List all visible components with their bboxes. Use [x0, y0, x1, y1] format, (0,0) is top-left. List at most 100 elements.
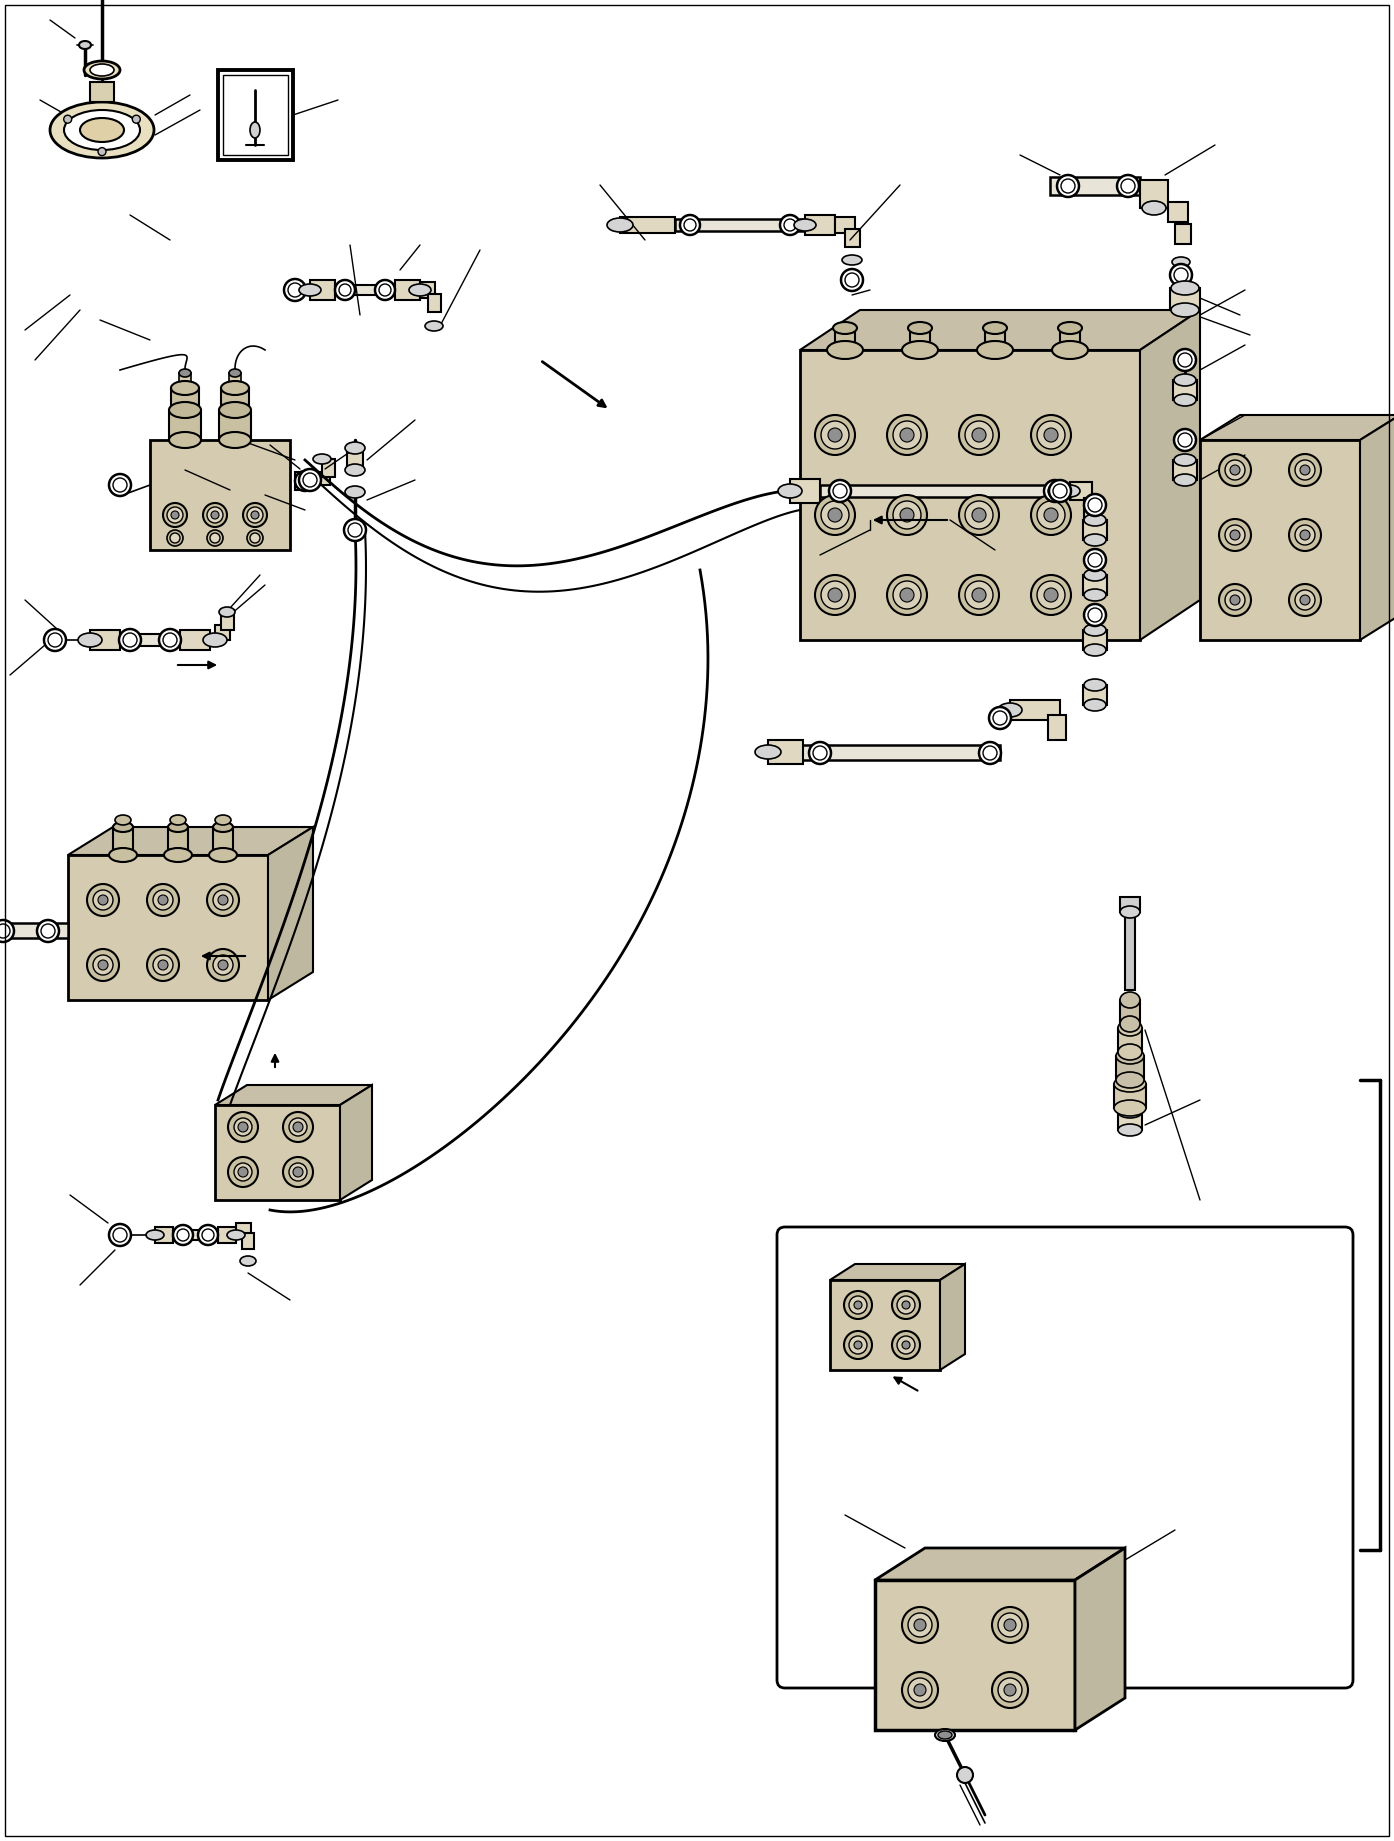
Polygon shape [340, 1084, 372, 1200]
Ellipse shape [1174, 473, 1196, 486]
Circle shape [1230, 530, 1241, 539]
Ellipse shape [1058, 322, 1082, 333]
Ellipse shape [170, 816, 185, 825]
Bar [1083, 519, 1107, 539]
Bar [1085, 499, 1100, 517]
Circle shape [206, 948, 238, 981]
Ellipse shape [1119, 992, 1140, 1009]
Bar [800, 350, 1140, 641]
Polygon shape [215, 1084, 372, 1105]
Ellipse shape [169, 401, 201, 418]
Circle shape [1032, 574, 1071, 615]
Circle shape [204, 503, 227, 527]
Circle shape [813, 746, 827, 760]
Bar [243, 1233, 254, 1248]
Circle shape [896, 1337, 914, 1353]
Circle shape [198, 1224, 217, 1245]
Bar [169, 827, 188, 854]
Bar [420, 282, 435, 298]
Circle shape [1225, 589, 1245, 609]
Bar [1083, 574, 1107, 595]
Circle shape [210, 534, 220, 543]
Ellipse shape [171, 381, 199, 396]
Circle shape [1061, 179, 1075, 193]
Circle shape [210, 512, 219, 519]
Bar [309, 280, 335, 300]
Bar [835, 217, 855, 234]
Ellipse shape [935, 1729, 955, 1742]
Polygon shape [829, 1265, 965, 1279]
Circle shape [234, 1164, 252, 1180]
Ellipse shape [1085, 644, 1105, 655]
Circle shape [1295, 525, 1315, 545]
Ellipse shape [344, 464, 365, 477]
Circle shape [250, 534, 261, 543]
Bar [0, 922, 68, 939]
Ellipse shape [209, 849, 237, 862]
Circle shape [993, 711, 1006, 725]
Bar [675, 219, 804, 230]
Ellipse shape [1171, 304, 1199, 317]
Circle shape [1225, 460, 1245, 481]
Ellipse shape [79, 118, 124, 142]
Circle shape [158, 959, 169, 970]
Circle shape [38, 920, 59, 943]
Circle shape [335, 280, 355, 300]
Ellipse shape [1142, 201, 1165, 215]
Circle shape [1052, 484, 1066, 499]
Polygon shape [1361, 414, 1394, 641]
Circle shape [118, 630, 141, 652]
Ellipse shape [1114, 1101, 1146, 1116]
Circle shape [979, 742, 1001, 764]
Polygon shape [268, 827, 314, 1000]
Bar [395, 280, 420, 300]
Circle shape [113, 1228, 127, 1243]
Circle shape [238, 1121, 248, 1132]
Circle shape [902, 1672, 938, 1708]
Bar [219, 411, 251, 440]
Ellipse shape [204, 633, 227, 646]
Circle shape [159, 630, 181, 652]
Circle shape [1044, 587, 1058, 602]
Bar [178, 374, 191, 388]
Ellipse shape [1117, 1071, 1144, 1088]
Ellipse shape [1174, 455, 1196, 466]
Bar [151, 440, 290, 550]
Ellipse shape [169, 433, 201, 447]
Bar [296, 471, 315, 490]
Ellipse shape [1119, 1016, 1140, 1033]
Bar [1071, 482, 1092, 501]
Circle shape [894, 582, 921, 609]
Circle shape [902, 1302, 910, 1309]
Bar [428, 295, 441, 311]
Circle shape [1301, 530, 1310, 539]
Circle shape [213, 955, 233, 976]
Circle shape [206, 530, 223, 547]
Circle shape [1295, 589, 1315, 609]
Circle shape [958, 1767, 973, 1782]
Bar [875, 1580, 1075, 1731]
Circle shape [902, 1607, 938, 1642]
Bar [335, 285, 395, 295]
Circle shape [901, 427, 914, 442]
Circle shape [783, 219, 796, 230]
Circle shape [1289, 455, 1322, 486]
Circle shape [894, 501, 921, 528]
Bar [155, 1226, 173, 1243]
Ellipse shape [756, 746, 781, 758]
Circle shape [153, 889, 173, 909]
Bar [1083, 630, 1107, 650]
Ellipse shape [219, 433, 251, 447]
Circle shape [972, 587, 986, 602]
Polygon shape [1200, 414, 1394, 440]
Circle shape [1230, 466, 1241, 475]
Circle shape [849, 1337, 867, 1353]
Ellipse shape [229, 368, 241, 377]
Bar [1011, 700, 1059, 720]
Circle shape [238, 1167, 248, 1176]
Circle shape [841, 269, 863, 291]
Circle shape [146, 884, 178, 917]
Circle shape [1087, 552, 1103, 567]
Bar [91, 83, 114, 101]
Circle shape [302, 473, 316, 488]
